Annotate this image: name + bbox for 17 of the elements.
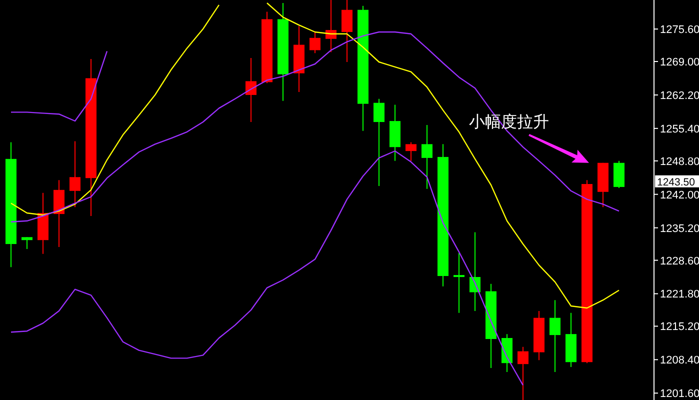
y-tick-label: 1242.00 — [660, 189, 699, 202]
line-series — [10, 50, 108, 122]
line-series — [10, 150, 524, 386]
y-tick-label: 1262.20 — [660, 90, 699, 102]
text: 1243.50 — [657, 176, 696, 188]
y-tick-label: 1215.20 — [660, 321, 699, 334]
line-series — [10, 31, 620, 222]
y-tick-label: 1221.80 — [660, 288, 699, 301]
y-tick-label: 1228.60 — [660, 255, 699, 268]
y-tick-label: 1255.40 — [660, 123, 699, 136]
annotation: 小幅度拉升 — [469, 112, 549, 131]
y-tick-label: 1248.80 — [660, 156, 699, 168]
y-tick-label: 1201.60 — [660, 388, 699, 400]
y-tick-label: 1208.40 — [660, 354, 699, 367]
y-tick-label: 1235.20 — [660, 222, 699, 235]
y-tick-label: 1269.00 — [660, 56, 699, 68]
y-tick-label: 1275.60 — [660, 24, 699, 36]
